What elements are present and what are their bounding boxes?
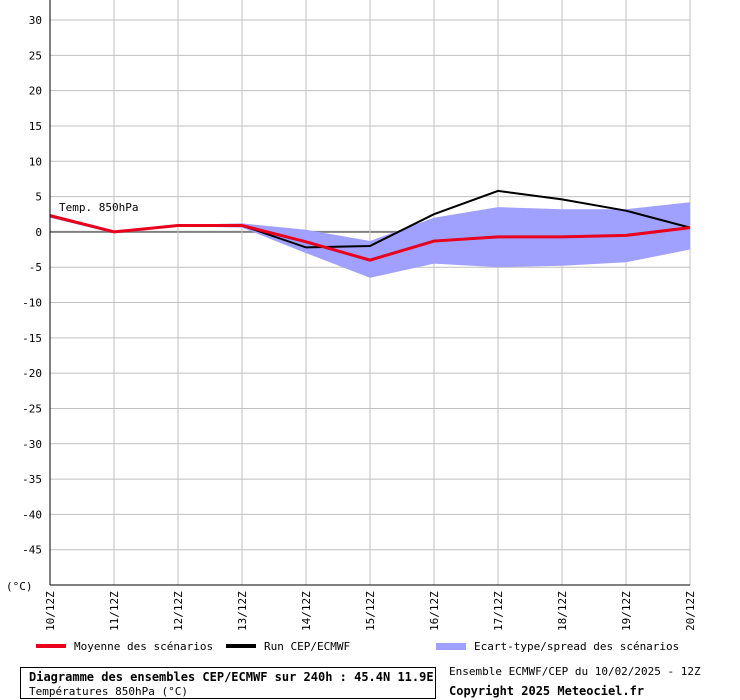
legend-spread-label: Ecart-type/spread des scénarios <box>474 639 680 653</box>
caption-subtitle: Températures 850hPa (°C) <box>29 685 188 698</box>
y-tick-label: 20 <box>29 85 42 98</box>
mean-series-line <box>49 214 691 262</box>
spread-band <box>50 202 690 278</box>
y-tick-label: 10 <box>29 155 42 168</box>
series-annotation: Temp. 850hPa <box>59 201 138 214</box>
mean-swatch <box>36 644 66 648</box>
legend-run-label: Run CEP/ECMWF <box>264 639 351 653</box>
x-tick-label: 14/12Z <box>300 591 313 631</box>
y-tick-label: -45 <box>22 544 42 557</box>
x-tick-label: 17/12Z <box>492 591 505 631</box>
legend-item-run: Run CEP/ECMWF <box>226 636 350 656</box>
y-tick-label: -15 <box>22 332 42 345</box>
x-tick-label: 13/12Z <box>236 591 249 631</box>
y-tick-label: -10 <box>22 297 42 310</box>
y-unit-label: (°C) <box>6 580 33 593</box>
y-tick-label: 15 <box>29 120 42 133</box>
x-tick-labels: 10/12Z 11/12Z 12/12Z 13/12Z 14/12Z 15/12Z 16/1… <box>44 591 697 631</box>
y-tick-label: -5 <box>29 261 42 274</box>
y-tick-labels: 30 25 20 15 10 5 0 -5 -10 -15 -20 -25 -30 -35 -40 -45 <box>22 14 42 557</box>
spread-swatch <box>436 642 466 650</box>
x-tick-label: 12/12Z <box>172 591 185 631</box>
x-tick-label: 16/12Z <box>428 591 441 631</box>
legend-item-mean: Moyenne des scénarios <box>36 636 213 656</box>
y-tick-label: 30 <box>29 14 42 27</box>
x-tick-label: 18/12Z <box>556 591 569 631</box>
x-tick-label: 11/12Z <box>108 591 121 631</box>
legend-mean-label: Moyenne des scénarios <box>74 639 214 653</box>
legend-item-spread: Ecart-type/spread des scénarios <box>436 636 679 656</box>
y-tick-label: 5 <box>35 191 42 204</box>
y-tick-label: 0 <box>35 226 42 239</box>
y-tick-label: -25 <box>22 402 42 415</box>
y-tick-label: -35 <box>22 473 42 486</box>
caption-title: Diagramme des ensembles CEP/ECMWF sur 24… <box>29 670 434 684</box>
y-tick-label: 25 <box>29 49 42 62</box>
ensemble-chart: 30 25 20 15 10 5 0 -5 -10 -15 -20 -25 -30 -35 -40 -45 1… <box>6 0 697 631</box>
y-tick-label: -40 <box>22 508 42 521</box>
grid <box>49 0 691 585</box>
x-tick-label: 15/12Z <box>364 591 377 631</box>
copyright: Copyright 2025 Meteociel.fr <box>449 684 645 698</box>
caption-box: Diagramme des ensembles CEP/ECMWF sur 24… <box>20 667 436 699</box>
source-line: Ensemble ECMWF/CEP du 10/02/2025 - 12Z <box>449 665 701 678</box>
x-tick-label: 10/12Z <box>44 591 57 631</box>
x-tick-label: 19/12Z <box>620 591 633 631</box>
y-tick-label: -30 <box>22 438 42 451</box>
run-swatch <box>226 644 256 648</box>
x-tick-label: 20/12Z <box>684 591 697 631</box>
y-tick-label: -20 <box>22 367 42 380</box>
